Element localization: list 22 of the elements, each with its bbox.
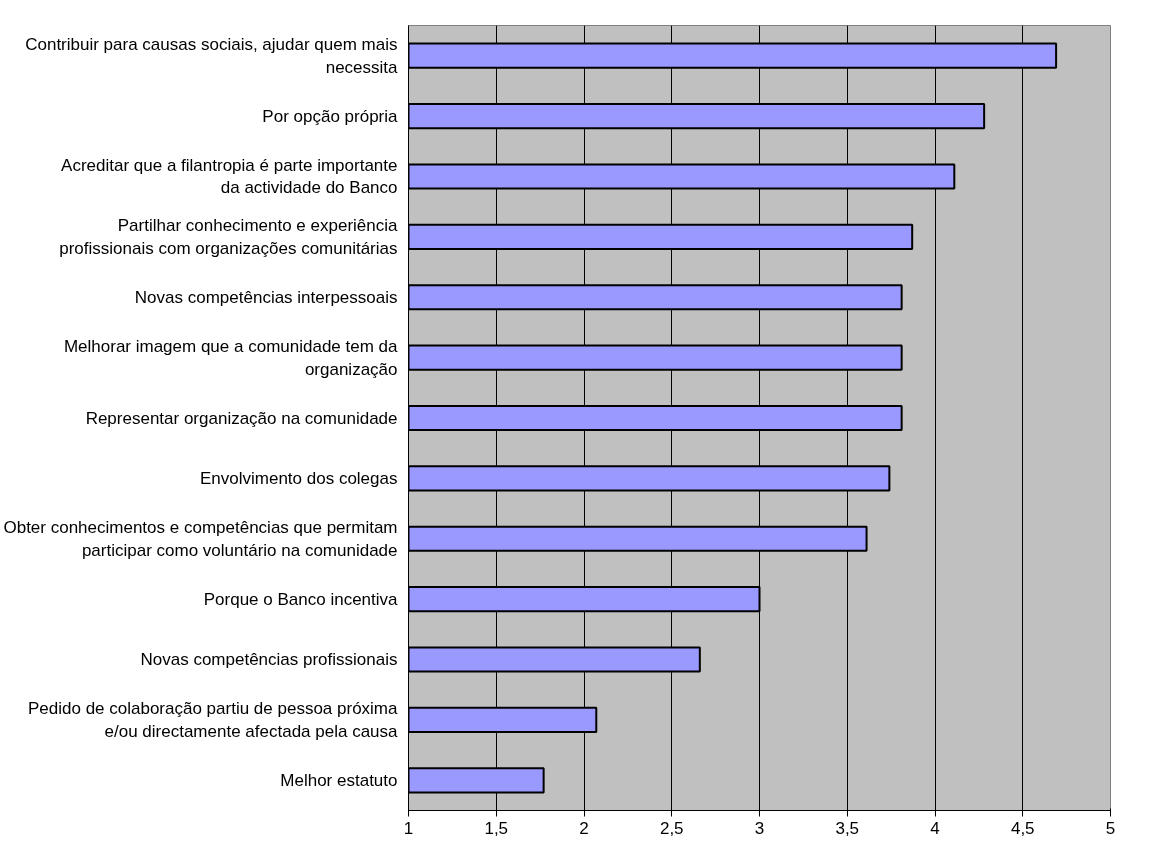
x-tick-label: 4,5 [1010, 818, 1035, 838]
y-tick-label: Novas competências profissionais [140, 650, 398, 670]
y-tick-label: Porque o Banco incentiva [203, 589, 399, 609]
x-tick-label: 1,5 [484, 818, 509, 838]
y-tick-label: Acreditar que a filantropia é parte importante da actividade do Banco [61, 155, 398, 198]
y-tick-label: Novas competências interpessoais [134, 287, 398, 307]
y-tick-label: Contribuir para causas sociais, ajudar quem mais necessita [25, 34, 399, 77]
y-tick-label: Por opção própria [262, 106, 399, 126]
x-tick-label: 3 [754, 818, 765, 838]
y-tick-label: Pedido de colaboração partiu de pessoa próxima e/ou directamente afectada pela causa [27, 699, 399, 741]
y-tick-label: Representar organização na comunidade [85, 408, 398, 428]
y-tick-label: Partilhar conhecimento e experiência profissionais com organizações comunitárias [59, 215, 399, 258]
x-tick-label: 5 [1105, 818, 1116, 838]
y-tick-label: Envolvimento dos colegas [200, 468, 398, 488]
y-tick-label: Melhorar imagem que a comunidade tem da organização [63, 336, 399, 379]
x-tick-label: 1 [403, 818, 414, 838]
x-tick-label: 2 [579, 818, 589, 838]
x-tick-label: 3,5 [835, 818, 860, 838]
x-tick-label: 4 [930, 818, 940, 838]
y-tick-label: Obter conhecimentos e competências que permitam participar como voluntário na comunidade [3, 517, 398, 560]
x-tick-label: 2,5 [659, 818, 684, 838]
y-tick-label: Melhor estatuto [280, 770, 398, 790]
